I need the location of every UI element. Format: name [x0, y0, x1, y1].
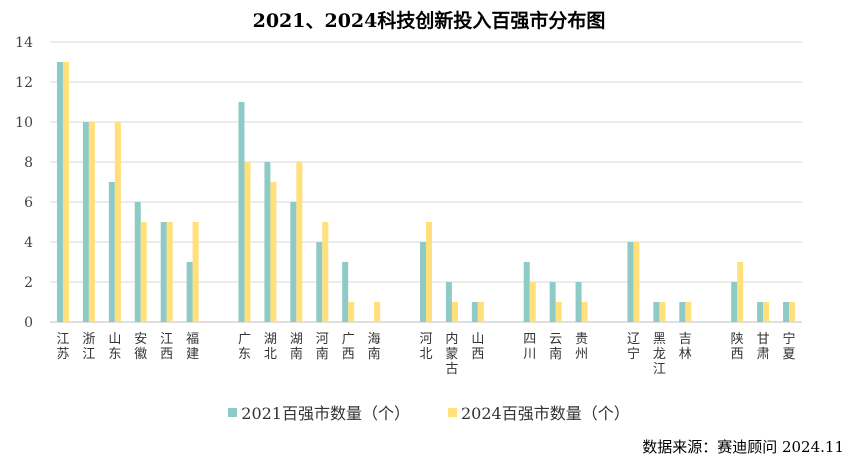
legend-swatch-2024 [448, 407, 457, 417]
category-label: 山西 [471, 332, 484, 362]
bar-2024-安徽 [140, 222, 147, 322]
y-tick-label: 10 [15, 115, 33, 131]
category-label: 湖南 [290, 332, 303, 362]
category-label: 山东 [108, 332, 121, 362]
bar-2021-四川 [523, 262, 530, 322]
category-label: 内蒙古 [445, 331, 458, 377]
bar-2021-广西 [342, 262, 349, 322]
category-label: 黑龙江 [653, 332, 666, 377]
y-tick-label: 6 [24, 195, 33, 211]
bar-2024-宁夏 [789, 302, 796, 322]
category-label: 广东 [238, 332, 251, 362]
bar-2021-江西 [160, 222, 167, 322]
bar-2024-福建 [192, 222, 199, 322]
y-tick-label: 4 [24, 235, 33, 251]
bar-2024-河南 [322, 222, 329, 322]
legend-label-2024: 2024百强市数量（个） [461, 404, 630, 423]
bar-2021-陕西 [731, 282, 738, 322]
y-tick-label: 14 [15, 35, 33, 51]
category-label: 江西 [160, 332, 173, 362]
source-note: 数据来源：赛迪顾问 2024.11 [642, 438, 844, 456]
category-label: 河南 [316, 332, 329, 362]
bar-2021-广东 [238, 102, 245, 322]
category-label: 江苏 [56, 332, 69, 362]
bar-2024-辽宁 [633, 242, 640, 322]
bar-2024-陕西 [737, 262, 744, 322]
bar-2021-内蒙古 [445, 282, 452, 322]
category-label: 四川 [523, 332, 536, 362]
bar-2024-海南 [374, 302, 381, 322]
bar-2021-甘肃 [757, 302, 764, 322]
category-label: 湖北 [264, 332, 277, 362]
bar-2021-湖北 [264, 162, 271, 322]
category-label: 吉林 [679, 332, 692, 362]
bar-2024-山西 [477, 302, 484, 322]
category-label: 贵州 [575, 332, 588, 362]
bar-2024-贵州 [581, 302, 588, 322]
bar-2024-内蒙古 [451, 302, 458, 322]
bar-2021-安徽 [134, 202, 141, 322]
bar-2021-湖南 [290, 202, 297, 322]
legend: 2021百强市数量（个） 2024百强市数量（个） [0, 400, 858, 424]
bar-2024-吉林 [685, 302, 692, 322]
category-label: 浙江 [82, 332, 95, 362]
bar-2021-吉林 [679, 302, 686, 322]
bar-2024-广东 [244, 162, 251, 322]
category-label: 海南 [368, 332, 381, 362]
category-label: 福建 [186, 332, 199, 362]
bar-2024-四川 [529, 282, 536, 322]
category-label: 河北 [419, 332, 432, 362]
bar-2021-河北 [420, 242, 426, 322]
bar-2024-甘肃 [763, 302, 770, 322]
bar-2024-湖南 [296, 162, 303, 322]
y-tick-label: 2 [24, 275, 33, 291]
bar-2021-云南 [549, 282, 556, 322]
category-label: 安徽 [134, 332, 147, 362]
category-label: 甘肃 [757, 332, 770, 362]
bar-2024-云南 [555, 302, 562, 322]
bar-2024-江西 [166, 222, 173, 322]
legend-item-2021: 2021百强市数量（个） [228, 400, 410, 424]
bar-2024-黑龙江 [659, 302, 666, 322]
bar-2021-山东 [108, 182, 115, 322]
bar-2021-宁夏 [783, 302, 790, 322]
bar-2024-湖北 [270, 182, 277, 322]
y-tick-label: 8 [24, 155, 33, 171]
bar-2021-辽宁 [627, 242, 634, 322]
bar-2024-山东 [114, 122, 121, 322]
legend-item-2024: 2024百强市数量（个） [448, 400, 630, 424]
bar-2024-浙江 [88, 122, 95, 322]
bar-2021-贵州 [575, 282, 582, 322]
bar-2021-福建 [186, 262, 193, 322]
category-label: 广西 [342, 332, 355, 362]
y-tick-label: 12 [15, 75, 33, 91]
bar-2024-广西 [348, 302, 355, 322]
legend-label-2021: 2021百强市数量（个） [241, 404, 410, 423]
bar-2021-浙江 [82, 122, 89, 322]
legend-swatch-2021 [228, 407, 238, 417]
chart-title: 2021、2024科技创新投入百强市分布图 [252, 10, 606, 32]
category-label: 辽宁 [627, 332, 640, 362]
category-label: 宁夏 [783, 331, 796, 362]
bar-2021-江苏 [56, 62, 63, 322]
bar-2021-黑龙江 [653, 302, 660, 322]
bar-2021-河南 [316, 242, 323, 322]
category-label: 云南 [549, 332, 562, 362]
bar-2024-江苏 [62, 62, 69, 322]
y-tick-label: 0 [24, 315, 33, 331]
bar-2024-河北 [426, 222, 432, 322]
category-label: 陕西 [731, 332, 744, 362]
bar-2021-山西 [471, 302, 478, 322]
